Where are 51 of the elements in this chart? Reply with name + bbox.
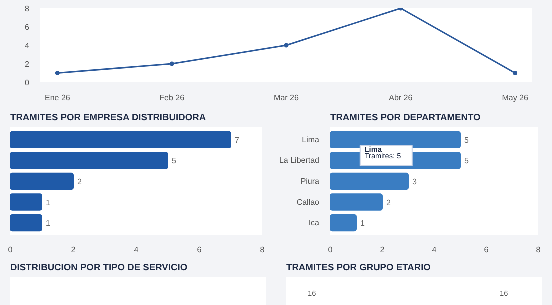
text: TRAMITES POR GRUPO ETARIO — [286, 262, 431, 272]
data-label: 1 — [46, 198, 51, 208]
data-label: 5 — [464, 136, 470, 145]
chart-title: TRAMITES POR DEPARTAMENTO — [330, 112, 481, 122]
data-label: 7 — [235, 136, 240, 145]
data-label: 1 — [46, 219, 51, 228]
bar — [330, 214, 357, 232]
text: DISTRIBUCION POR TIPO DE SERVICIO — [10, 262, 188, 272]
x-tick-label: Ene 26 — [44, 94, 71, 102]
bar — [10, 172, 74, 190]
x-tick-label: 4 — [432, 246, 438, 254]
data-label: 2 — [386, 198, 392, 208]
x-tick-label: Feb 26 — [160, 94, 186, 102]
x-tick-label: 4 — [134, 246, 140, 254]
bar — [10, 194, 42, 211]
y-tick-label: Lima — [302, 135, 320, 144]
y-tick-label: La Libertad — [279, 156, 320, 166]
x-tick-label: 0 — [8, 246, 14, 254]
bar — [10, 152, 168, 170]
x-tick-label: 2 — [71, 246, 76, 254]
data-label: 5 — [464, 156, 470, 166]
chart-title: TRAMITES POR EMPRESA DISTRIBUIDORA — [10, 112, 206, 122]
x-tick-label: May 26 — [502, 94, 530, 102]
bar — [10, 214, 42, 232]
bar — [330, 194, 383, 211]
y-tick-label: 6 — [25, 23, 30, 32]
y-tick-label: 8 — [25, 4, 30, 14]
data-label: 3 — [412, 178, 418, 186]
bar — [330, 172, 409, 190]
x-tick-label: 8 — [260, 246, 266, 254]
x-tick-label: 2 — [380, 246, 386, 254]
point — [170, 62, 174, 66]
point — [55, 71, 60, 76]
y-tick-label: 4 — [25, 42, 30, 50]
y-tick-label: Piura — [300, 177, 320, 186]
x-tick-label: 8 — [536, 246, 542, 254]
point — [513, 71, 518, 76]
y-tick-label: Callao — [296, 198, 320, 207]
y-tick-label: 2 — [25, 60, 30, 69]
data-label: 5 — [172, 156, 177, 166]
x-tick-label: 6 — [197, 246, 202, 254]
x-tick-label: 0 — [328, 246, 334, 254]
y-tick-label: 0 — [25, 78, 30, 88]
x-tick-label: Abr 26 — [389, 94, 414, 102]
x-tick-label: 6 — [484, 246, 490, 254]
x-tick-label: Mar 26 — [274, 94, 300, 102]
data-label: 1 — [360, 219, 366, 228]
point — [284, 43, 289, 48]
y-tick-label: Ica — [308, 218, 320, 228]
bar — [10, 131, 232, 149]
data-label: 2 — [78, 178, 82, 186]
